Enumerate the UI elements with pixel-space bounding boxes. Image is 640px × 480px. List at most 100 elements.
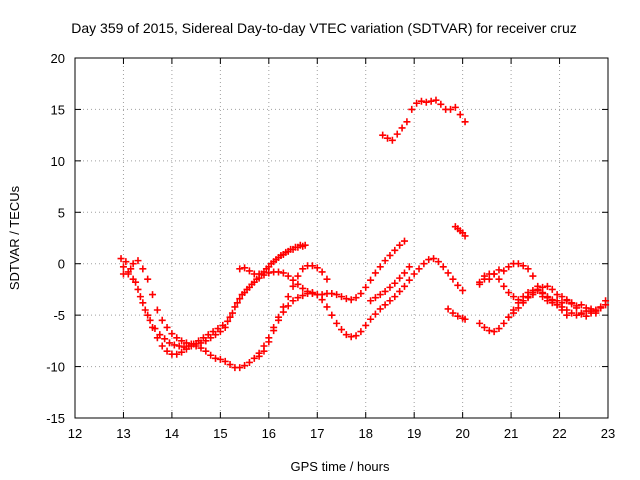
data-point xyxy=(226,361,234,369)
data-point xyxy=(221,357,229,365)
data-point xyxy=(417,97,425,105)
data-point xyxy=(342,331,350,339)
y-tick-label: -15 xyxy=(46,411,65,426)
data-point xyxy=(485,327,493,335)
data-point xyxy=(245,358,253,366)
data-point xyxy=(299,292,307,300)
data-point xyxy=(178,337,186,345)
data-point xyxy=(294,272,302,280)
data-point xyxy=(216,355,224,363)
data-point xyxy=(224,317,232,325)
data-point xyxy=(236,265,244,273)
data-point xyxy=(357,328,365,336)
data-point xyxy=(456,111,464,119)
data-point xyxy=(439,263,447,271)
data-point xyxy=(480,323,488,331)
data-point xyxy=(381,287,389,295)
data-point xyxy=(376,305,384,313)
data-point xyxy=(323,303,331,311)
data-point xyxy=(444,269,452,277)
data-point xyxy=(260,268,268,276)
data-point xyxy=(124,270,132,278)
y-tick-label: 0 xyxy=(58,257,65,272)
data-point xyxy=(405,263,413,271)
y-tick-label: 5 xyxy=(58,205,65,220)
data-point xyxy=(393,130,401,138)
data-point xyxy=(500,282,508,290)
data-point xyxy=(141,306,149,314)
data-point xyxy=(134,257,142,265)
data-point xyxy=(352,294,360,302)
data-point xyxy=(333,319,341,327)
data-point xyxy=(386,297,394,305)
data-point xyxy=(376,263,384,271)
data-point xyxy=(122,258,130,266)
data-point xyxy=(207,351,215,359)
data-point xyxy=(357,290,365,298)
data-point xyxy=(299,242,307,250)
data-point xyxy=(170,341,178,349)
data-point xyxy=(563,311,571,319)
data-point xyxy=(534,286,542,294)
data-point xyxy=(454,281,462,289)
data-point xyxy=(514,260,522,268)
data-point xyxy=(577,301,585,309)
series-arc-13 xyxy=(505,286,600,321)
data-point xyxy=(226,313,234,321)
data-point xyxy=(391,246,399,254)
data-point xyxy=(367,297,375,305)
data-point xyxy=(461,118,469,126)
data-point xyxy=(449,275,457,283)
data-point xyxy=(308,289,316,297)
data-point xyxy=(444,305,452,313)
data-point xyxy=(396,274,404,282)
data-point xyxy=(284,272,292,280)
data-point xyxy=(153,334,161,342)
data-point xyxy=(495,275,503,283)
data-point xyxy=(149,291,157,299)
data-point xyxy=(391,279,399,287)
data-point xyxy=(459,286,467,294)
data-point xyxy=(158,316,166,324)
data-point xyxy=(279,308,287,316)
data-point xyxy=(144,311,152,319)
data-point xyxy=(161,335,169,343)
data-point xyxy=(231,303,239,311)
data-point xyxy=(202,337,210,345)
data-point xyxy=(558,293,566,301)
y-tick-label: 15 xyxy=(51,102,65,117)
data-point xyxy=(514,296,522,304)
x-tick-label: 17 xyxy=(310,426,324,441)
data-point xyxy=(553,291,561,299)
data-point xyxy=(328,311,336,319)
data-point xyxy=(165,339,173,347)
data-point xyxy=(495,325,503,333)
data-point xyxy=(294,294,302,302)
data-point xyxy=(381,301,389,309)
data-point xyxy=(461,232,469,240)
y-tick-label: 20 xyxy=(51,51,65,66)
data-point xyxy=(597,303,605,311)
data-point xyxy=(391,293,399,301)
data-point xyxy=(153,306,161,314)
data-point xyxy=(342,295,350,303)
series-arc-5 xyxy=(236,242,307,278)
data-point xyxy=(279,250,287,258)
data-point xyxy=(500,267,508,275)
data-point xyxy=(275,254,283,262)
data-point xyxy=(289,245,297,253)
data-point xyxy=(539,283,547,291)
data-point xyxy=(403,118,411,126)
data-point xyxy=(250,354,258,362)
data-point xyxy=(454,312,462,320)
data-point xyxy=(146,316,154,324)
data-point xyxy=(529,272,537,280)
data-point xyxy=(558,299,566,307)
data-point xyxy=(265,269,273,277)
data-point xyxy=(410,270,418,278)
data-point xyxy=(289,276,297,284)
data-point xyxy=(284,293,292,301)
data-point xyxy=(519,299,527,307)
x-tick-label: 13 xyxy=(116,426,130,441)
